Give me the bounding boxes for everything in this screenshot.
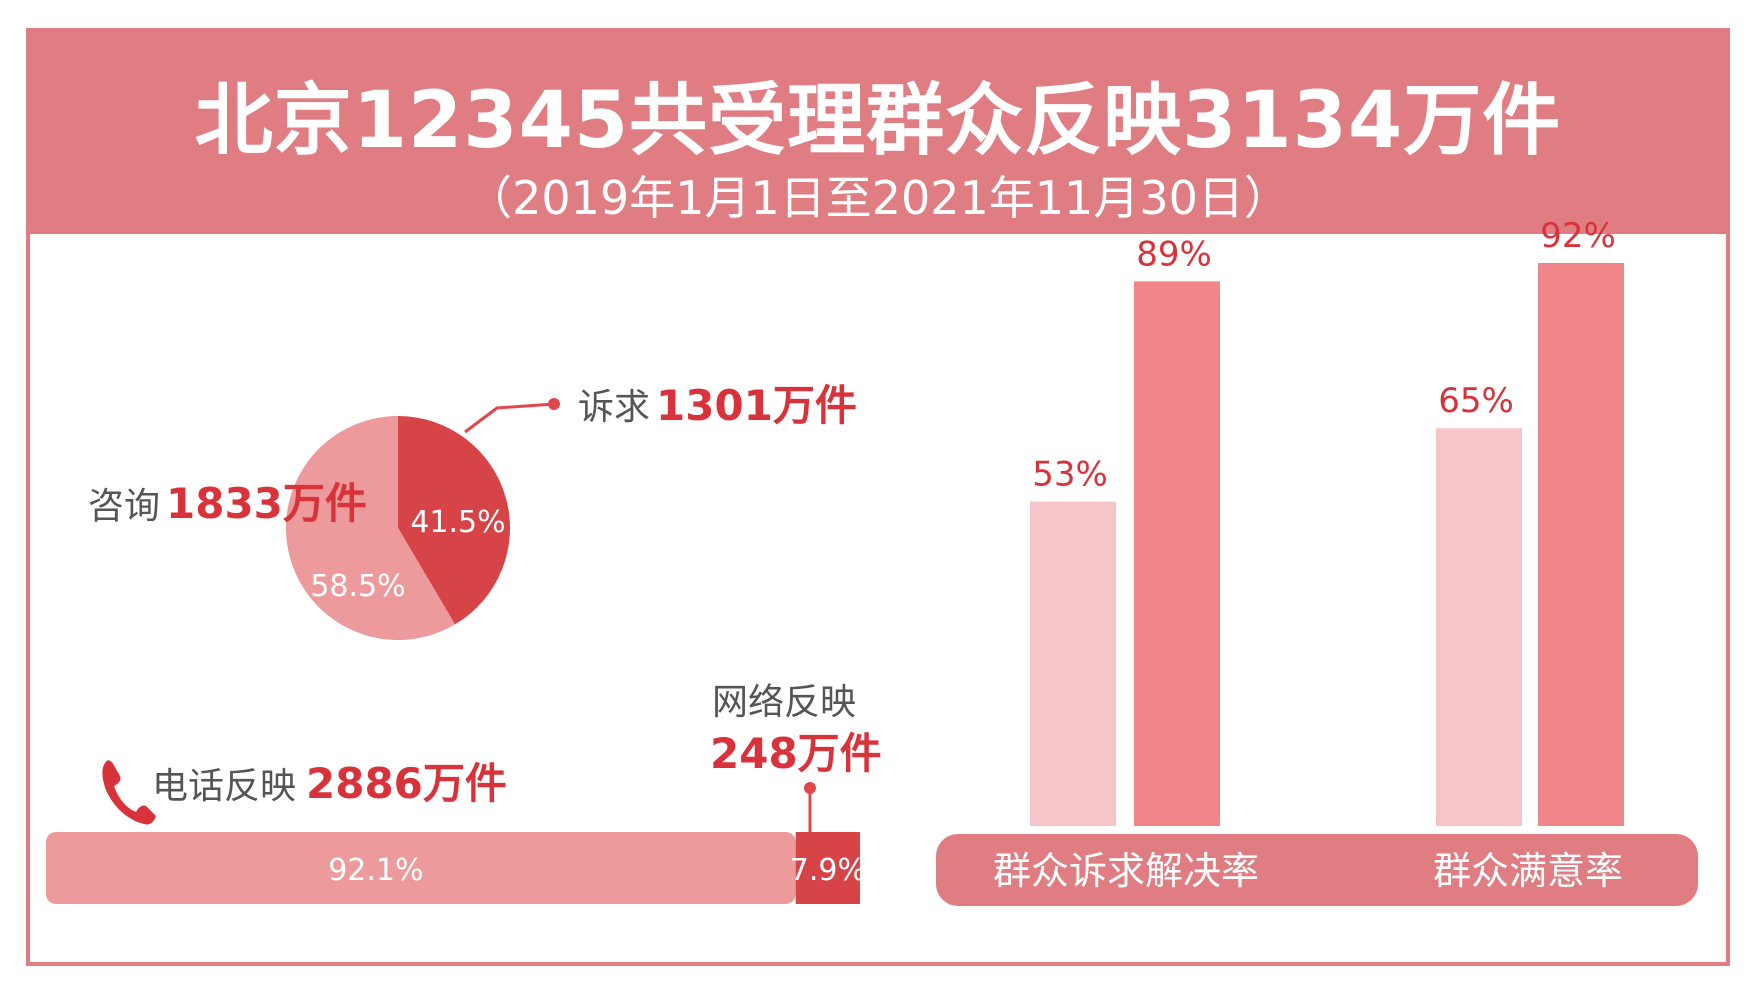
bar-satisfaction-after xyxy=(1538,262,1624,827)
online-leader-dot xyxy=(804,782,816,794)
hbar-label-phone: 92.1% xyxy=(328,853,423,888)
callout-online-label: 网络反映 xyxy=(712,682,856,723)
pie-slice-label-zixun: 58.5% xyxy=(310,569,405,604)
callout-suqiu-amount: 1301万件 xyxy=(656,381,857,430)
category-band xyxy=(936,834,1698,906)
pie-leader-line xyxy=(464,402,555,434)
rate-bar-chart: 53% 89% 65% 92% 群众诉求解决率 群众满意率 xyxy=(936,216,1698,906)
bar-label-satisfaction-after: 92% xyxy=(1540,216,1616,256)
pie-slice-suqiu xyxy=(398,416,511,625)
bar-label-resolution-before: 53% xyxy=(1032,455,1108,495)
callout-phone-amount: 2886万件 xyxy=(306,759,507,808)
callout-zixun-amount: 1833万件 xyxy=(166,479,367,528)
channel-bar: 92.1% 7.9% 电话反映 2886万件 网络反映 248万件 xyxy=(46,682,882,904)
bar-resolution-after xyxy=(1134,281,1220,826)
bar-label-satisfaction-before: 65% xyxy=(1438,381,1514,421)
pie-slice-label-suqiu: 41.5% xyxy=(410,505,505,540)
bar-label-resolution-after: 89% xyxy=(1136,234,1212,274)
page-subtitle: （2019年1月1日至2021年11月30日） xyxy=(466,171,1290,225)
hbar-label-online: 7.9% xyxy=(790,853,866,888)
category-label-resolution: 群众诉求解决率 xyxy=(993,849,1259,893)
pie-slice-zixun xyxy=(286,416,456,640)
pie-chart: 41.5% 58.5% 诉求 1301万件 咨询 1833万件 xyxy=(88,381,857,640)
category-label-satisfaction: 群众满意率 xyxy=(1433,849,1623,893)
callout-online-amount: 248万件 xyxy=(710,729,882,778)
header-banner: 北京12345共受理群众反映3134万件 （2019年1月1日至2021年11月… xyxy=(26,28,1730,234)
pie-leader-dot xyxy=(548,398,560,410)
callout-phone-label: 电话反映 xyxy=(152,766,296,807)
callout-suqiu-label: 诉求 xyxy=(578,387,650,428)
bar-satisfaction-before xyxy=(1436,428,1522,826)
bar-resolution-before xyxy=(1030,501,1116,826)
page-title: 北京12345共受理群众反映3134万件 xyxy=(194,76,1562,166)
callout-zixun-label: 咨询 xyxy=(88,486,160,527)
phone-icon xyxy=(102,760,156,825)
hbar-segment-online xyxy=(795,832,860,904)
hbar-segment-phone xyxy=(46,832,796,904)
